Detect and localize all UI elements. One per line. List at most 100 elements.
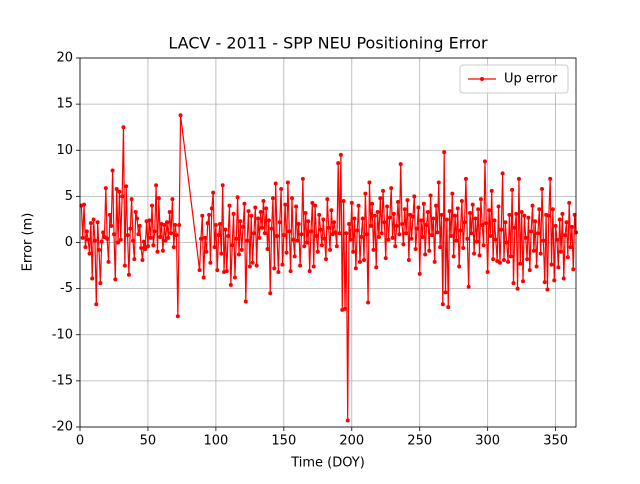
point-marker: [542, 280, 547, 285]
series-line: [80, 115, 577, 421]
point-marker: [295, 238, 300, 243]
point-marker: [391, 211, 396, 216]
point-marker: [534, 264, 539, 269]
point-marker: [507, 212, 512, 217]
point-marker: [347, 222, 352, 227]
point-marker: [129, 197, 134, 202]
point-marker: [563, 233, 568, 238]
point-marker: [303, 210, 308, 215]
point-marker: [173, 222, 178, 227]
point-marker: [90, 276, 95, 281]
point-marker: [143, 246, 148, 251]
point-marker: [476, 207, 481, 212]
point-marker: [228, 282, 233, 287]
y-tick-label: -10: [52, 327, 73, 342]
point-marker: [415, 226, 420, 231]
point-marker: [105, 236, 110, 241]
x-tick-label: 0: [76, 434, 84, 449]
point-marker: [390, 235, 395, 240]
point-marker: [337, 231, 342, 236]
point-marker: [98, 281, 103, 286]
point-marker: [548, 176, 553, 181]
y-tick-label: -15: [52, 373, 73, 388]
point-marker: [353, 266, 358, 271]
point-marker: [287, 229, 292, 234]
point-marker: [385, 204, 390, 209]
point-marker: [481, 243, 486, 248]
point-marker: [440, 302, 445, 307]
point-marker: [247, 264, 252, 269]
point-marker: [571, 267, 576, 272]
point-marker: [363, 191, 368, 196]
point-marker: [204, 249, 209, 254]
point-marker: [150, 203, 155, 208]
point-marker: [511, 281, 516, 286]
point-marker: [463, 176, 468, 181]
point-marker: [285, 180, 290, 185]
legend-label: Up error: [504, 72, 558, 87]
point-marker: [493, 237, 498, 242]
point-marker: [514, 211, 519, 216]
point-marker: [246, 209, 251, 214]
point-marker: [508, 254, 513, 259]
point-marker: [523, 235, 528, 240]
point-marker: [527, 268, 532, 273]
point-marker: [319, 243, 324, 248]
point-marker: [92, 238, 97, 243]
point-marker: [201, 275, 206, 280]
point-marker: [283, 202, 288, 207]
point-marker: [412, 194, 417, 199]
x-tick-label: 100: [203, 434, 228, 449]
point-marker: [241, 224, 246, 229]
point-marker: [239, 247, 244, 252]
point-marker: [431, 216, 436, 221]
point-marker: [178, 113, 183, 118]
point-marker: [355, 228, 360, 233]
point-marker: [175, 314, 180, 319]
x-tick-label: 300: [475, 434, 500, 449]
point-marker: [455, 206, 460, 211]
point-marker: [526, 215, 531, 220]
point-marker: [109, 223, 114, 228]
point-marker: [169, 231, 174, 236]
point-marker: [552, 278, 557, 283]
point-marker: [512, 225, 517, 230]
point-marker: [368, 223, 373, 228]
point-marker: [535, 231, 540, 236]
point-marker: [208, 260, 213, 265]
point-marker: [147, 218, 152, 223]
point-marker: [540, 186, 545, 191]
point-marker: [470, 202, 475, 207]
point-marker: [325, 197, 330, 202]
point-marker: [461, 246, 466, 251]
point-marker: [80, 235, 85, 240]
point-marker: [561, 276, 566, 281]
point-marker: [130, 238, 135, 243]
point-marker: [525, 257, 530, 262]
point-marker: [349, 200, 354, 205]
point-marker: [86, 237, 91, 242]
point-marker: [273, 181, 278, 186]
point-marker: [122, 263, 127, 268]
point-marker: [296, 222, 301, 227]
point-marker: [128, 226, 133, 231]
point-marker: [500, 171, 505, 176]
point-marker: [342, 306, 347, 311]
point-marker: [484, 221, 489, 226]
point-marker: [425, 210, 430, 215]
point-marker: [387, 215, 392, 220]
point-marker: [332, 220, 337, 225]
point-marker: [125, 233, 130, 238]
point-marker: [379, 231, 384, 236]
point-marker: [209, 206, 214, 211]
point-marker: [288, 269, 293, 274]
point-marker: [501, 258, 506, 263]
point-marker: [351, 249, 356, 254]
point-marker: [537, 207, 542, 212]
point-marker: [160, 248, 165, 253]
point-marker: [300, 176, 305, 181]
point-marker: [362, 258, 367, 263]
point-marker: [376, 234, 381, 239]
point-marker: [116, 240, 121, 245]
point-marker: [277, 220, 282, 225]
